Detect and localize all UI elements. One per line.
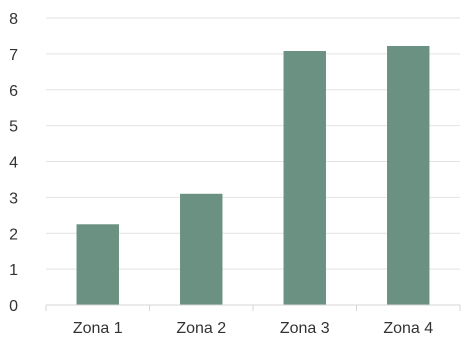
category-label: Zona 2 <box>176 320 226 337</box>
category-label: Zona 3 <box>280 320 330 337</box>
y-tick-label: 4 <box>9 155 18 172</box>
y-tick-label: 1 <box>9 262 18 279</box>
y-tick-label: 0 <box>9 298 18 315</box>
y-tick-label: 8 <box>9 11 18 28</box>
y-axis-tick-labels: 0 1 2 3 4 5 6 7 8 <box>9 11 18 315</box>
y-tick-label: 6 <box>9 83 18 100</box>
bar-4 <box>387 45 430 306</box>
y-tick-label: 3 <box>9 190 18 207</box>
y-tick-label: 7 <box>9 47 18 64</box>
bar-1 <box>76 224 119 305</box>
category-label: Zona 4 <box>383 320 433 337</box>
bars <box>76 45 430 306</box>
y-tick-label: 5 <box>9 119 18 136</box>
x-axis-tick-marks <box>45 305 461 311</box>
category-label: Zona 1 <box>73 320 123 337</box>
x-axis-category-labels: Zona 1 Zona 2 Zona 3 Zona 4 <box>73 320 433 337</box>
y-tick-label: 2 <box>9 226 18 243</box>
bar-2 <box>180 193 223 305</box>
bar-3 <box>283 51 326 305</box>
